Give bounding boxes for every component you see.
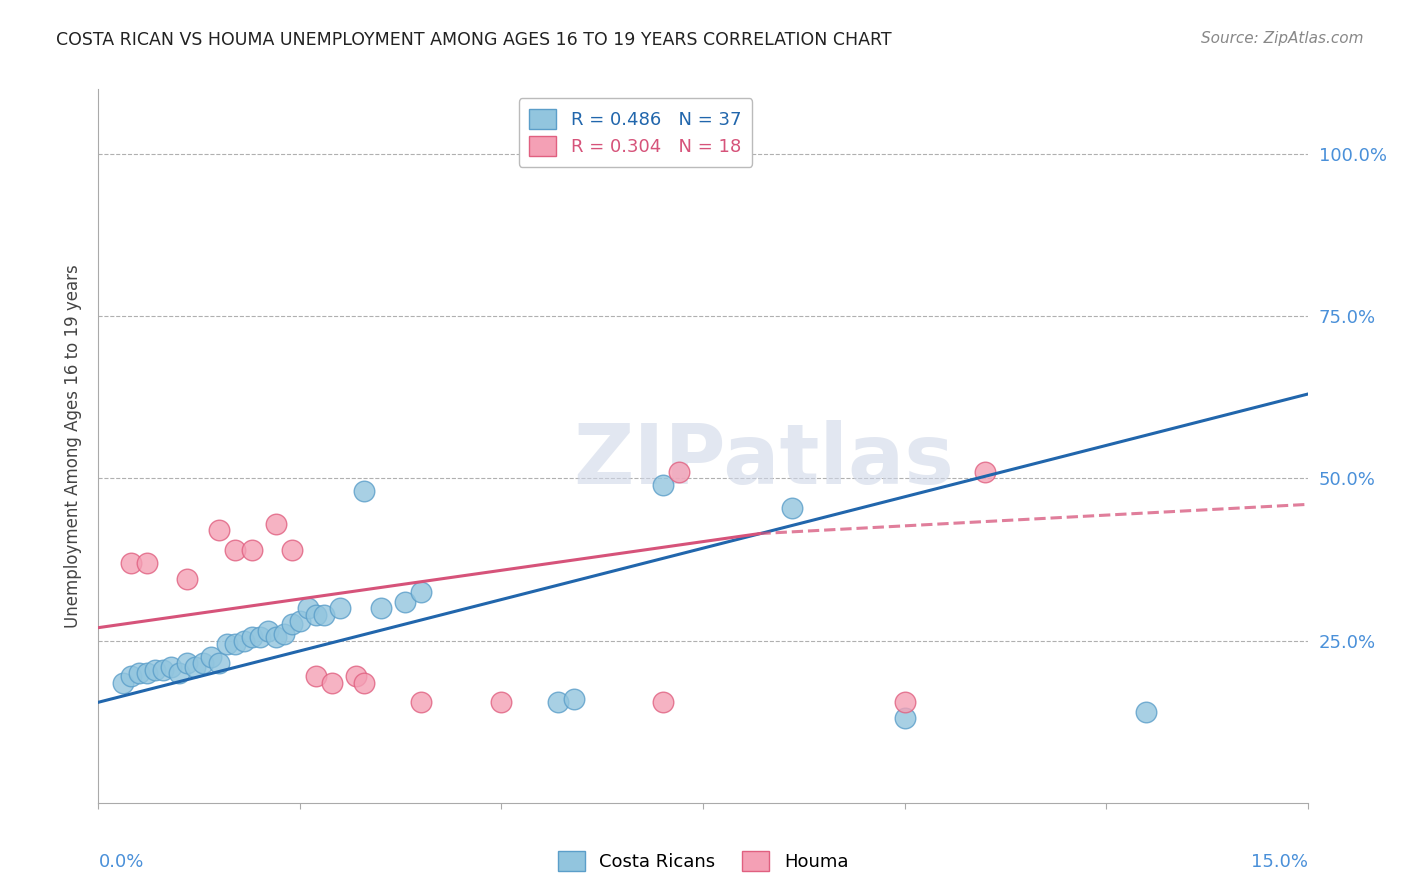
Point (491, 695, 513, 709)
Point (344, 669, 367, 683)
Point (264, 516, 287, 531)
Point (193, 657, 215, 671)
Text: COSTA RICAN VS HOUMA UNEMPLOYMENT AMONG AGES 16 TO 19 YEARS CORRELATION CHART: COSTA RICAN VS HOUMA UNEMPLOYMENT AMONG … (56, 31, 891, 49)
Point (240, 542, 263, 557)
Point (224, 637, 246, 651)
Legend: Costa Ricans, Houma: Costa Ricans, Houma (550, 844, 856, 879)
Point (893, 711, 915, 725)
Point (240, 631, 263, 645)
Text: Source: ZipAtlas.com: Source: ZipAtlas.com (1201, 31, 1364, 46)
Legend: R = 0.486   N = 37, R = 0.304   N = 18: R = 0.486 N = 37, R = 0.304 N = 18 (519, 98, 752, 167)
Point (353, 484, 375, 499)
Point (200, 649, 222, 664)
Point (176, 657, 198, 671)
Point (176, 572, 198, 586)
Point (232, 633, 254, 648)
Point (409, 695, 432, 709)
Point (128, 666, 150, 681)
Point (111, 675, 134, 690)
Point (273, 627, 295, 641)
Point (651, 478, 673, 492)
Point (321, 675, 343, 690)
Point (305, 669, 328, 683)
Point (217, 637, 239, 651)
Point (152, 663, 174, 677)
Point (135, 556, 157, 570)
Point (184, 659, 207, 673)
Point (562, 692, 585, 706)
Point (370, 601, 392, 615)
Text: 0.0%: 0.0% (98, 853, 143, 871)
Point (547, 695, 569, 709)
Point (160, 659, 183, 673)
Point (893, 695, 915, 709)
Point (281, 542, 304, 557)
Point (329, 601, 352, 615)
Point (281, 617, 304, 632)
Point (167, 666, 190, 681)
Point (651, 695, 673, 709)
Point (353, 675, 375, 690)
Point (249, 631, 271, 645)
Point (297, 601, 319, 615)
Point (264, 631, 287, 645)
Point (143, 663, 166, 677)
Point (409, 585, 432, 599)
Point (668, 465, 690, 479)
Point (288, 614, 311, 628)
Text: ZIPatlas: ZIPatlas (574, 420, 953, 500)
Point (780, 500, 803, 515)
Point (314, 607, 336, 622)
Point (224, 542, 246, 557)
Point (1135, 705, 1157, 719)
Text: 15.0%: 15.0% (1250, 853, 1308, 871)
Point (394, 595, 416, 609)
Point (208, 657, 231, 671)
Point (120, 669, 142, 683)
Point (256, 624, 278, 638)
Point (305, 607, 328, 622)
Point (974, 465, 997, 479)
Point (208, 524, 231, 538)
Point (135, 666, 157, 681)
Y-axis label: Unemployment Among Ages 16 to 19 years: Unemployment Among Ages 16 to 19 years (65, 264, 83, 628)
Point (120, 556, 142, 570)
